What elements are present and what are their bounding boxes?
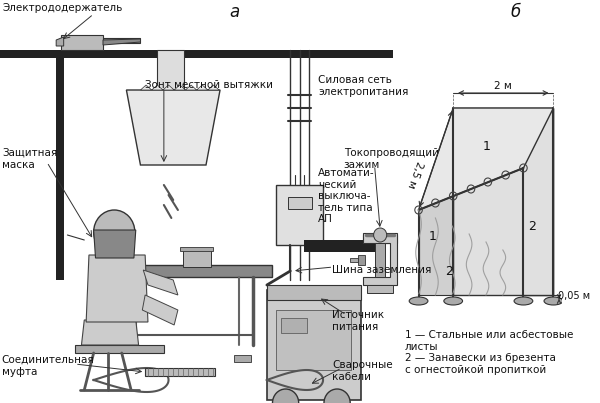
Text: 2 м: 2 м <box>494 81 512 91</box>
Text: Источник
питания: Источник питания <box>332 310 385 332</box>
Circle shape <box>272 389 299 403</box>
Bar <box>0 50 393 58</box>
Polygon shape <box>350 258 358 262</box>
Polygon shape <box>523 108 553 295</box>
Bar <box>267 290 361 400</box>
Polygon shape <box>364 233 397 285</box>
Polygon shape <box>142 295 178 325</box>
Bar <box>281 318 307 333</box>
Ellipse shape <box>444 297 463 305</box>
Text: 0,05 м: 0,05 м <box>558 291 590 301</box>
Circle shape <box>374 228 387 242</box>
Circle shape <box>324 389 350 403</box>
Polygon shape <box>419 108 553 210</box>
Text: б: б <box>511 3 521 21</box>
Polygon shape <box>61 35 103 50</box>
Polygon shape <box>174 85 185 90</box>
Text: а: а <box>229 3 239 21</box>
Ellipse shape <box>409 297 428 305</box>
Text: Силовая сеть
электропитания: Силовая сеть электропитания <box>319 75 409 97</box>
Bar <box>107 265 272 277</box>
Bar <box>267 285 361 300</box>
Text: 1: 1 <box>483 140 491 153</box>
Text: 2: 2 <box>528 220 536 233</box>
Polygon shape <box>208 85 219 90</box>
Ellipse shape <box>544 297 563 305</box>
Bar <box>364 235 397 243</box>
Bar <box>56 50 64 280</box>
Polygon shape <box>140 85 152 90</box>
Bar <box>75 345 164 353</box>
Polygon shape <box>180 247 214 251</box>
Text: Токопроводящий
зажим: Токопроводящий зажим <box>344 148 439 170</box>
Polygon shape <box>419 108 453 295</box>
Text: Электрододержатель: Электрододержатель <box>3 3 123 13</box>
Polygon shape <box>197 85 208 90</box>
Text: 1: 1 <box>428 230 437 243</box>
Text: Зонт местной вытяжки: Зонт местной вытяжки <box>145 80 273 90</box>
Bar <box>276 310 351 370</box>
Circle shape <box>94 210 135 254</box>
Polygon shape <box>234 355 251 362</box>
Polygon shape <box>127 90 220 165</box>
Text: 2,5 м: 2,5 м <box>406 159 424 189</box>
Polygon shape <box>163 85 174 90</box>
Polygon shape <box>56 37 64 46</box>
Polygon shape <box>182 248 211 267</box>
Bar <box>367 285 393 293</box>
Polygon shape <box>453 108 553 295</box>
Bar <box>358 255 365 265</box>
Polygon shape <box>61 38 140 43</box>
Polygon shape <box>86 255 148 322</box>
Bar <box>157 50 184 90</box>
Polygon shape <box>103 39 140 45</box>
Polygon shape <box>145 368 215 376</box>
Text: Защитная
маска: Защитная маска <box>2 148 57 170</box>
Bar <box>376 243 385 277</box>
Polygon shape <box>143 270 178 295</box>
Ellipse shape <box>514 297 533 305</box>
Text: Соединительная
муфта: Соединительная муфта <box>2 355 95 376</box>
Text: Шина заземления: Шина заземления <box>332 265 432 275</box>
Text: Автомати-
ческий
выключа-
тель типа
АП: Автомати- ческий выключа- тель типа АП <box>319 168 375 224</box>
Text: 2: 2 <box>446 265 454 278</box>
Polygon shape <box>152 85 163 90</box>
Bar <box>304 240 379 252</box>
Text: Сварочные
кабели: Сварочные кабели <box>332 360 393 382</box>
Text: 1 — Стальные или асбестовые
листы
2 — Занавески из брезента
с огнестойкой пропит: 1 — Стальные или асбестовые листы 2 — За… <box>404 330 573 375</box>
Polygon shape <box>185 85 197 90</box>
Polygon shape <box>82 320 139 345</box>
Bar <box>276 185 323 245</box>
Bar <box>289 197 312 209</box>
Polygon shape <box>94 230 136 258</box>
